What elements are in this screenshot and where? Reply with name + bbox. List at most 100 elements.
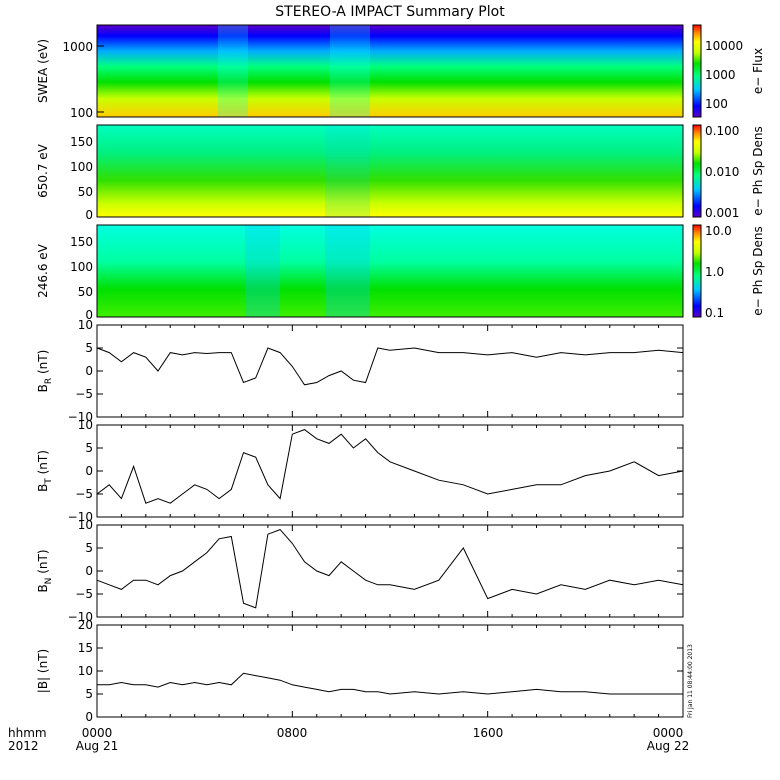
pad246-tick-50: 50 [78, 285, 93, 299]
time-date-label-0: Aug 21 [76, 739, 119, 753]
bn-series-line [96, 529, 684, 609]
panel-bt: 10 5 0 −5 −10 BT (nT) [36, 418, 684, 524]
bt-series-line [96, 429, 684, 504]
pad650-tick-0: 0 [85, 208, 93, 222]
bn-y-tick-label: 5 [85, 541, 93, 555]
bt-y-tick-label: 0 [85, 464, 93, 478]
pad246-cbar-label: e− Ph Sp Dens [751, 226, 765, 315]
pad246-cbar-tick-10: 1.0 [705, 265, 724, 279]
swea-y-ticks: 1000 100 [62, 40, 104, 120]
br-y-tick-label: −10 [68, 410, 93, 424]
bn-y-tick-label: 10 [78, 518, 93, 532]
bt-y-tick-label: −10 [68, 510, 93, 524]
pad650-cbar-tick-0001: 0.001 [705, 206, 739, 220]
time-tick-label-0: 0000 [82, 726, 113, 740]
bn-ylabel-unit: (nT) [36, 549, 50, 577]
pad650-frame [96, 124, 684, 218]
panel-pad-246: 150 100 50 0 246.6 eV 10.0 1.0 0.1 e− Ph… [36, 224, 765, 322]
bmag-frame [96, 624, 684, 718]
bn-ylabel-sub: N [44, 578, 54, 585]
time-tick-label-3: 0000 [653, 726, 684, 740]
time-axis: hhmm 2012 0000 Aug 21 0800 1600 0000 Aug… [8, 726, 689, 753]
pad246-colorbar [692, 224, 702, 318]
figure-title: STEREO-A IMPACT Summary Plot [275, 4, 505, 20]
br-y-tick-label: 10 [78, 318, 93, 332]
br-ylabel: BR (nT) [36, 350, 54, 393]
swea-cbar-tick-1000: 1000 [705, 68, 736, 82]
footer-row-label-1: hhmm [8, 726, 47, 740]
bt-ylabel: BT (nT) [36, 450, 54, 492]
bmag-y-tick-label: 20 [78, 618, 93, 632]
bn-frame [96, 524, 684, 618]
panel-bmag: 20 15 10 5 0 |B| (nT) [36, 618, 684, 724]
pad246-cbar-tick-100: 10.0 [705, 224, 732, 238]
bt-y-tick-label: 10 [78, 418, 93, 432]
bt-y-tick-label: 5 [85, 441, 93, 455]
panel-bn: 10 5 0 −5 −10 BN (nT) [36, 518, 684, 624]
pad650-cbar-tick-0100: 0.100 [705, 124, 739, 138]
swea-tick-1000: 1000 [62, 40, 93, 54]
pad246-feature-a [245, 225, 280, 317]
swea-feature-a [218, 25, 248, 117]
pad650-colorbar [692, 124, 702, 218]
bn-y-tick-label: −10 [68, 610, 93, 624]
pad650-y-ticks: 150 100 50 0 [70, 135, 93, 222]
panel-pad-650: 150 100 50 0 650.7 eV 0.100 0.010 0.001 … [36, 124, 765, 222]
bn-ylabel-main: B [36, 584, 50, 592]
br-ylabel-sub: R [44, 378, 54, 384]
time-tick-label-1: 0800 [277, 726, 308, 740]
pad650-spectrogram [97, 125, 683, 217]
swea-ylabel: SWEA (eV) [36, 39, 50, 103]
pad246-feature-b [325, 225, 370, 317]
bn-y-tick-label: −5 [75, 587, 93, 601]
bmag-y-tick-label: 10 [78, 664, 93, 678]
bn-ylabel: BN (nT) [36, 549, 54, 592]
pad246-y-ticks: 150 100 50 0 [70, 235, 93, 322]
panel-br: 10 5 0 −5 −10 BR (nT) [36, 318, 684, 424]
swea-frame [96, 24, 684, 118]
pad246-ylabel: 246.6 eV [36, 243, 50, 298]
br-series-line [96, 347, 684, 386]
swea-cbar-tick-10000: 10000 [705, 39, 743, 53]
pad650-ylabel: 650.7 eV [36, 143, 50, 198]
pad650-tick-50: 50 [78, 185, 93, 199]
footer-row-label-2: 2012 [8, 739, 39, 753]
bt-ylabel-unit: (nT) [36, 450, 50, 478]
swea-spectrogram [97, 25, 683, 117]
bmag-ylabel-unit: (nT) [36, 649, 50, 677]
pad650-feature-a [325, 125, 370, 217]
bt-ylabel-sub: T [44, 478, 54, 485]
br-ylabel-main: B [36, 384, 50, 392]
swea-cbar-label: e− Flux [751, 48, 765, 94]
br-frame [96, 324, 684, 418]
time-tick-label-2: 1600 [473, 726, 504, 740]
swea-feature-b [330, 25, 370, 117]
bn-y-tick-label: 0 [85, 564, 93, 578]
swea-cbar-tick-100: 100 [705, 97, 728, 111]
bmag-ylabel-main: |B| [36, 677, 50, 693]
pad246-frame [96, 224, 684, 318]
swea-colorbar [692, 24, 702, 118]
br-y-tick-label: −5 [75, 387, 93, 401]
time-date-label-3: Aug 22 [647, 739, 690, 753]
pad650-tick-100: 100 [70, 160, 93, 174]
bmag-y-tick-label: 0 [85, 710, 93, 724]
pad650-cbar-tick-0010: 0.010 [705, 165, 739, 179]
bt-y-tick-label: −5 [75, 487, 93, 501]
pad650-tick-150: 150 [70, 135, 93, 149]
br-y-tick-label: 5 [85, 341, 93, 355]
generation-timestamp: Fri Jan 11 08:44:00 2013 [687, 644, 694, 718]
bmag-ylabel: |B| (nT) [36, 649, 50, 693]
pad246-tick-100: 100 [70, 260, 93, 274]
bt-ylabel-main: B [36, 484, 50, 492]
bt-frame [96, 424, 684, 518]
pad650-cbar-label: e− Ph Sp Dens [751, 126, 765, 215]
br-y-tick-label: 0 [85, 364, 93, 378]
bmag-y-tick-label: 5 [85, 687, 93, 701]
swea-tick-100: 100 [70, 106, 93, 120]
pad246-tick-0: 0 [85, 308, 93, 322]
bmag-series-line [97, 672, 683, 695]
br-ylabel-unit: (nT) [36, 350, 50, 378]
